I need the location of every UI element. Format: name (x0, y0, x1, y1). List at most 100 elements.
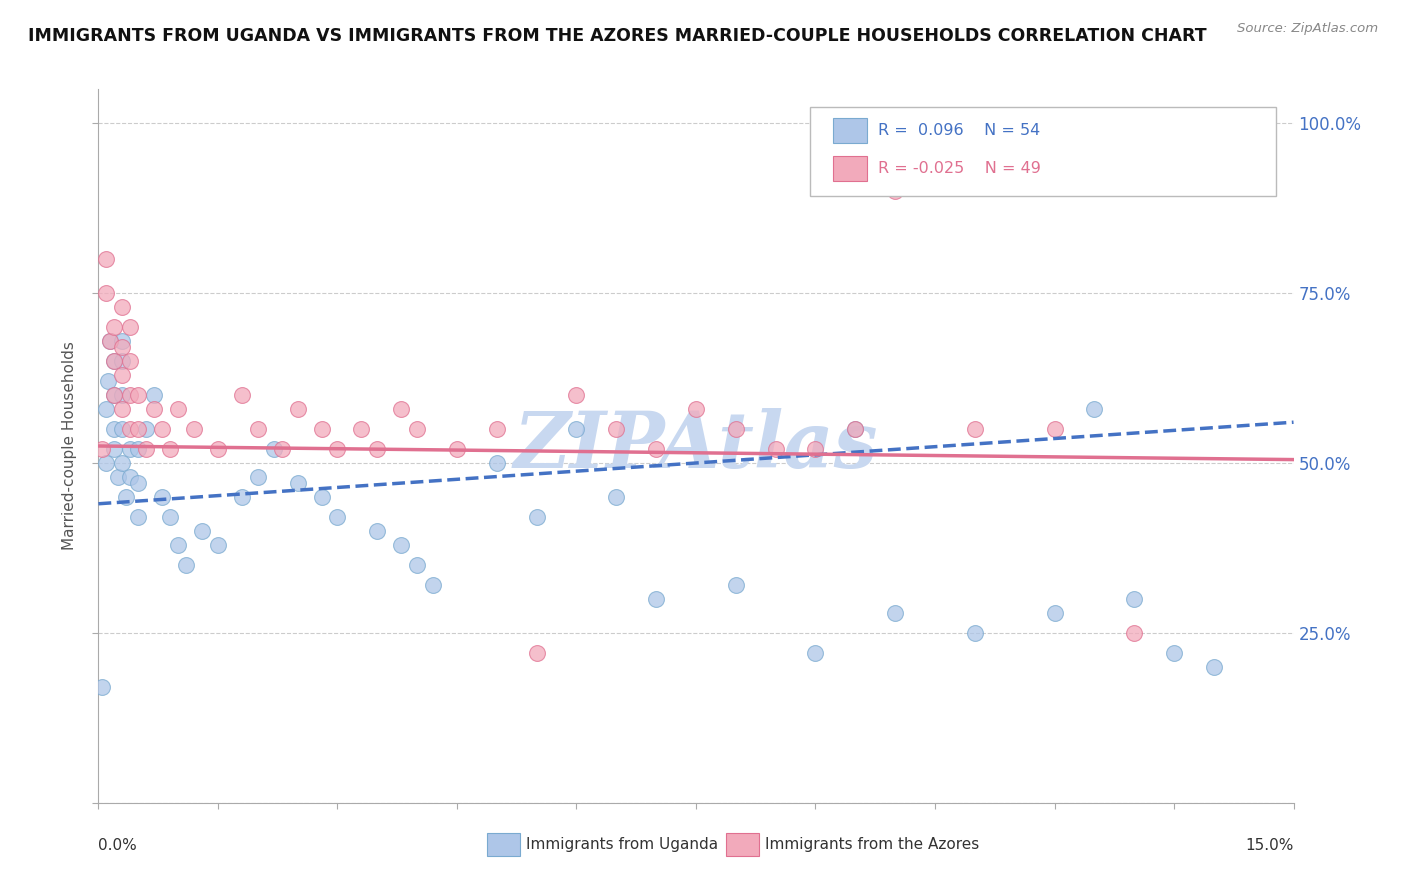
Point (103, 354, 125, 368)
Point (263, 442, 285, 457)
Point (1043, 606, 1066, 620)
Point (804, 646, 827, 660)
Point (183, 422, 205, 436)
Text: R = -0.025    N = 49: R = -0.025 N = 49 (877, 161, 1040, 176)
Point (366, 442, 388, 457)
Point (406, 422, 429, 436)
Bar (486, 833, 520, 856)
Point (111, 341, 134, 355)
Point (91, 442, 114, 457)
Point (103, 354, 125, 368)
Point (174, 558, 197, 572)
Point (135, 422, 157, 436)
Text: R =  0.096    N = 54: R = 0.096 N = 54 (877, 123, 1040, 137)
Point (111, 422, 134, 436)
Point (127, 476, 149, 491)
Text: 15.0%: 15.0% (1246, 838, 1294, 854)
Point (246, 469, 269, 483)
Point (120, 442, 142, 457)
Point (120, 354, 142, 368)
Point (97, 375, 120, 389)
Point (231, 388, 253, 402)
Point (91, 680, 114, 694)
Text: Immigrants from the Azores: Immigrants from the Azores (765, 838, 980, 853)
Point (685, 401, 707, 416)
Point (159, 442, 181, 457)
Point (311, 422, 333, 436)
Point (96, 252, 118, 266)
Point (127, 388, 149, 402)
Point (1043, 422, 1066, 436)
Point (246, 422, 269, 436)
Point (103, 388, 125, 402)
Point (1123, 591, 1146, 606)
Point (389, 537, 412, 551)
Point (111, 354, 134, 368)
Text: IMMIGRANTS FROM UGANDA VS IMMIGRANTS FROM THE AZORES MARRIED-COUPLE HOUSEHOLDS C: IMMIGRANTS FROM UGANDA VS IMMIGRANTS FRO… (28, 27, 1206, 45)
Point (366, 524, 388, 538)
Bar (834, 155, 868, 180)
Point (135, 442, 157, 457)
Point (167, 537, 190, 551)
Point (159, 510, 181, 524)
Point (143, 388, 166, 402)
Point (645, 442, 668, 457)
Point (150, 490, 173, 504)
Point (96, 401, 118, 416)
Point (326, 510, 349, 524)
Point (103, 320, 125, 334)
Point (207, 537, 229, 551)
Point (963, 626, 986, 640)
Point (100, 334, 122, 348)
Point (103, 422, 125, 436)
Point (111, 334, 134, 348)
Point (422, 578, 444, 592)
Point (191, 524, 214, 538)
Point (111, 456, 134, 470)
Point (111, 401, 134, 416)
Point (565, 388, 588, 402)
Point (884, 606, 907, 620)
Point (446, 442, 468, 457)
Point (884, 184, 907, 198)
Point (120, 320, 142, 334)
Point (485, 456, 508, 470)
Point (111, 388, 134, 402)
Point (724, 578, 747, 592)
Text: Immigrants from Uganda: Immigrants from Uganda (526, 838, 718, 853)
Point (231, 490, 253, 504)
Point (207, 442, 229, 457)
Point (107, 469, 129, 483)
Point (963, 422, 986, 436)
Point (96, 286, 118, 301)
Point (765, 442, 787, 457)
Point (406, 558, 429, 572)
Text: ZIPAtlas: ZIPAtlas (513, 408, 879, 484)
Point (350, 422, 373, 436)
Point (111, 368, 134, 382)
Point (804, 442, 827, 457)
Point (565, 422, 588, 436)
Point (844, 422, 866, 436)
Point (485, 422, 508, 436)
Point (605, 490, 627, 504)
Y-axis label: Married-couple Households: Married-couple Households (62, 342, 77, 550)
Point (1163, 646, 1185, 660)
Point (103, 388, 125, 402)
Point (120, 422, 142, 436)
Point (326, 442, 349, 457)
FancyBboxPatch shape (810, 107, 1275, 196)
Point (127, 442, 149, 457)
Point (1083, 401, 1105, 416)
Point (311, 490, 333, 504)
Point (103, 442, 125, 457)
Point (389, 401, 412, 416)
Point (526, 510, 548, 524)
Point (150, 422, 173, 436)
Point (167, 401, 190, 416)
Point (605, 422, 627, 436)
Point (120, 469, 142, 483)
Point (96, 456, 118, 470)
Point (111, 300, 134, 314)
Point (127, 422, 149, 436)
